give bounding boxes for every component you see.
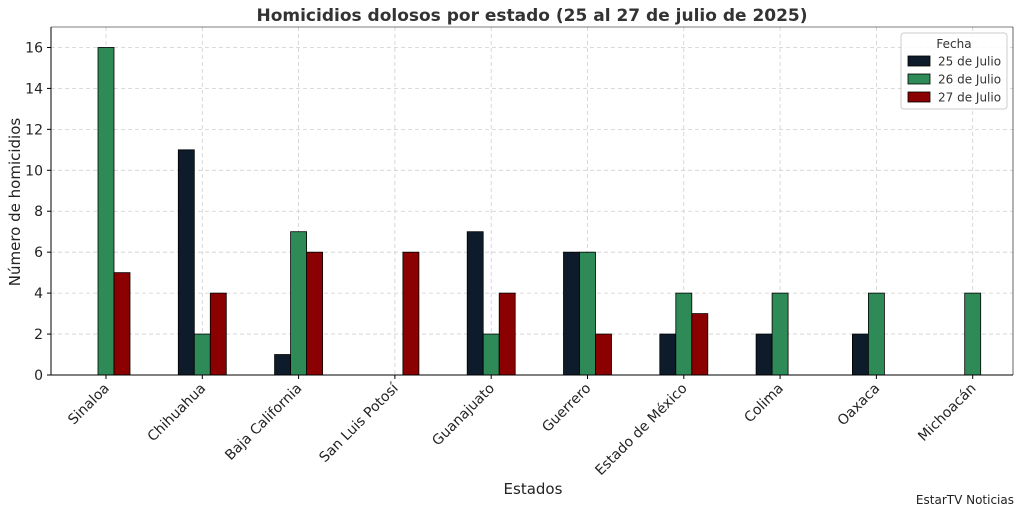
bar <box>482 333 500 376</box>
y-tick-label: 10 <box>25 163 43 179</box>
x-tick-label: Baja California <box>222 381 305 464</box>
bar <box>466 231 484 376</box>
bar <box>306 251 324 376</box>
bar <box>579 251 596 376</box>
y-tick-label: 6 <box>34 245 43 261</box>
y-tick-label: 0 <box>34 368 43 384</box>
x-tick-label: San Luis Potosí <box>316 380 402 466</box>
y-tick-label: 12 <box>25 122 43 138</box>
x-tick-label: Colima <box>741 381 786 426</box>
bar <box>209 292 227 376</box>
y-tick-label: 2 <box>34 327 43 343</box>
y-tick-label: 8 <box>34 204 43 220</box>
bar <box>595 333 612 376</box>
bar <box>290 231 308 376</box>
legend-label: 25 de Julio <box>938 55 1001 69</box>
legend: Fecha 25 de Julio 26 de Julio 27 de Julio <box>900 32 1008 110</box>
y-tick-label: 14 <box>25 81 43 97</box>
bar <box>659 333 677 376</box>
legend-swatch <box>907 73 931 85</box>
y-tick-labels: 0 2 4 6 8 10 12 14 16 <box>25 40 51 384</box>
x-tick-label: Michoacán <box>915 381 979 445</box>
legend-label: 27 de Julio <box>938 91 1001 105</box>
legend-box <box>900 32 1008 110</box>
bar <box>113 272 131 376</box>
x-axis-label: Estados <box>504 480 563 498</box>
bar <box>691 313 709 376</box>
y-tick-label: 16 <box>25 40 43 56</box>
y-axis-label: Número de homicidios <box>6 118 24 287</box>
bar <box>177 149 195 376</box>
bar <box>852 333 869 376</box>
bar <box>868 292 885 376</box>
legend-swatch <box>907 55 931 67</box>
x-tick-label: Sinaloa <box>65 381 113 429</box>
chart-title: Homicidios dolosos por estado (25 al 27 … <box>256 6 807 26</box>
legend-swatch <box>907 91 931 103</box>
x-tick-labels: Sinaloa Chihuahua Baja California San Luis … <box>65 375 980 479</box>
bar <box>964 292 982 376</box>
legend-label: 26 de Julio <box>938 73 1001 87</box>
bar <box>274 354 292 376</box>
y-tick-label: 4 <box>34 286 43 302</box>
x-tick-label: Chihuahua <box>145 381 209 445</box>
bar <box>498 292 516 376</box>
legend-title: Fecha <box>936 37 971 51</box>
x-tick-label: Estado de México <box>592 381 690 479</box>
bar <box>402 251 420 376</box>
axes <box>50 26 1014 376</box>
x-tick-label: Guerrero <box>539 381 594 436</box>
bar <box>771 292 789 376</box>
x-tick-label: Guanajuato <box>429 381 498 450</box>
bar <box>563 251 580 376</box>
x-tick-label: Oaxaca <box>835 381 884 430</box>
credit-text: EstarTV Noticias <box>916 493 1014 507</box>
bar <box>755 333 773 376</box>
bar <box>97 47 115 376</box>
bar <box>193 333 211 376</box>
bars <box>97 47 982 376</box>
bar <box>675 292 693 376</box>
